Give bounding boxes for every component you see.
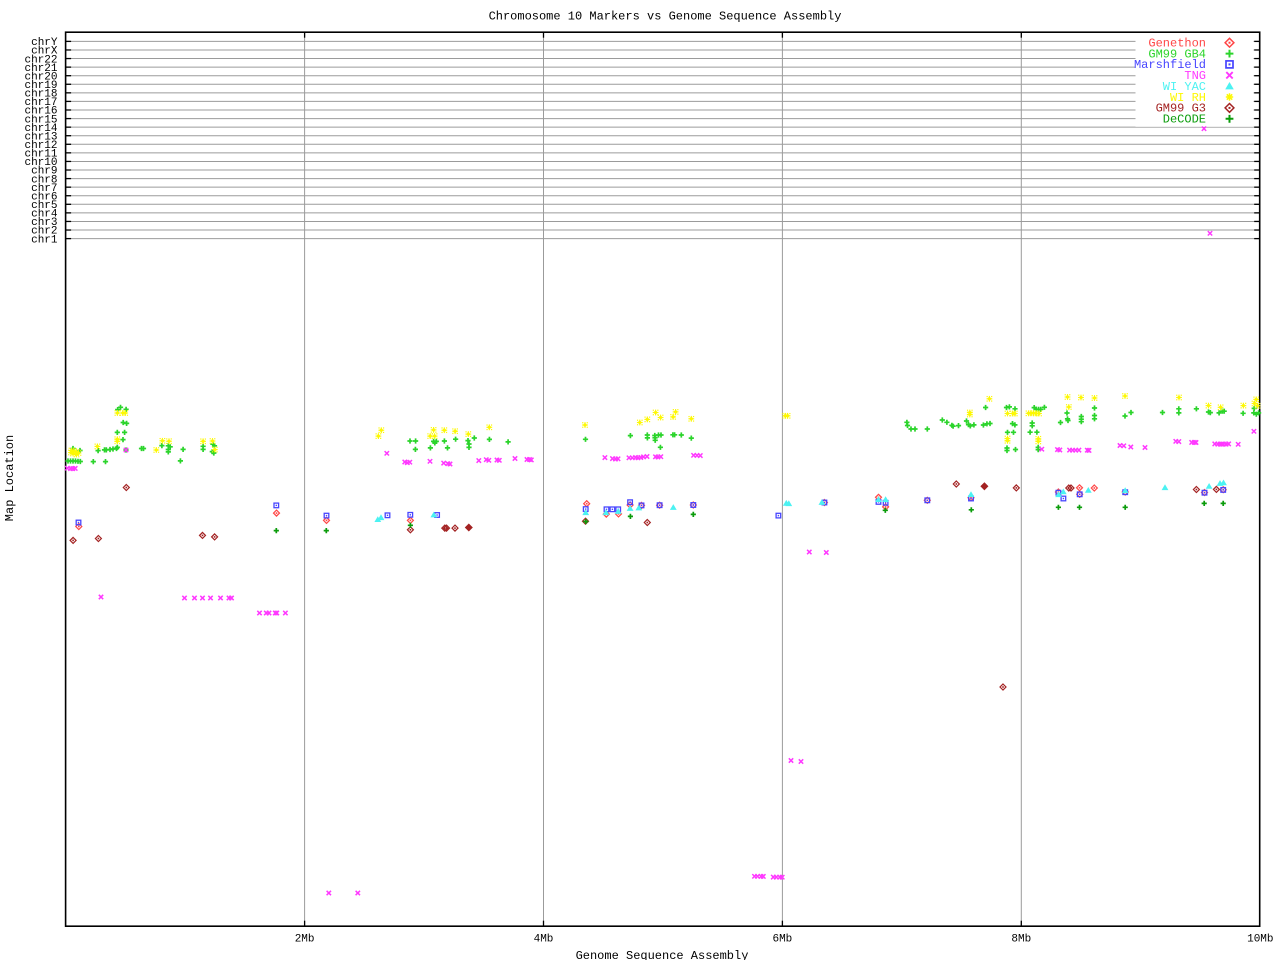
svg-text:WI RH: WI RH <box>1170 91 1206 105</box>
svg-text:chr2: chr2 <box>31 226 57 238</box>
svg-text:chr19: chr19 <box>24 80 57 92</box>
svg-text:chr5: chr5 <box>31 200 57 212</box>
svg-text:chr1: chr1 <box>31 234 58 246</box>
svg-text:chr6: chr6 <box>31 191 57 203</box>
svg-text:GM99 GB4: GM99 GB4 <box>1148 47 1206 61</box>
svg-text:chr8: chr8 <box>31 174 57 186</box>
svg-text:Genome Sequence Assembly: Genome Sequence Assembly <box>576 949 749 960</box>
svg-text:chrY: chrY <box>31 37 58 49</box>
svg-text:chr22: chr22 <box>24 54 57 66</box>
svg-text:chr10: chr10 <box>24 157 57 169</box>
svg-text:chr4: chr4 <box>31 209 58 221</box>
svg-text:chr16: chr16 <box>24 106 57 118</box>
svg-text:chr11: chr11 <box>24 149 57 161</box>
svg-text:Map Location: Map Location <box>3 435 17 521</box>
svg-text:chr9: chr9 <box>31 166 57 178</box>
svg-text:TNG: TNG <box>1184 69 1206 83</box>
svg-text:chr14: chr14 <box>24 123 57 135</box>
svg-text:chr3: chr3 <box>31 217 57 229</box>
svg-text:Marshfield: Marshfield <box>1134 58 1206 72</box>
svg-text:WI YAC: WI YAC <box>1163 80 1206 94</box>
svg-text:chr20: chr20 <box>24 71 57 83</box>
svg-text:Genethon: Genethon <box>1148 37 1206 51</box>
svg-text:chrX: chrX <box>31 46 58 58</box>
svg-text:chr13: chr13 <box>24 131 57 143</box>
svg-text:chr15: chr15 <box>24 114 57 126</box>
svg-text:4Mb: 4Mb <box>534 934 554 946</box>
svg-text:chr12: chr12 <box>24 140 57 152</box>
svg-text:Chromosome 10 Markers vs Genom: Chromosome 10 Markers vs Genome Sequence… <box>489 10 842 24</box>
svg-text:chr17: chr17 <box>24 97 57 109</box>
svg-text:10Mb: 10Mb <box>1247 934 1273 946</box>
svg-text:chr18: chr18 <box>24 89 57 101</box>
svg-text:8Mb: 8Mb <box>1011 934 1031 946</box>
svg-text:2Mb: 2Mb <box>295 934 315 946</box>
svg-text:chr7: chr7 <box>31 183 57 195</box>
svg-text:GM99 G3: GM99 G3 <box>1156 102 1206 116</box>
svg-text:6Mb: 6Mb <box>772 934 792 946</box>
svg-text:DeCODE: DeCODE <box>1163 113 1206 127</box>
svg-text:chr21: chr21 <box>24 63 57 75</box>
